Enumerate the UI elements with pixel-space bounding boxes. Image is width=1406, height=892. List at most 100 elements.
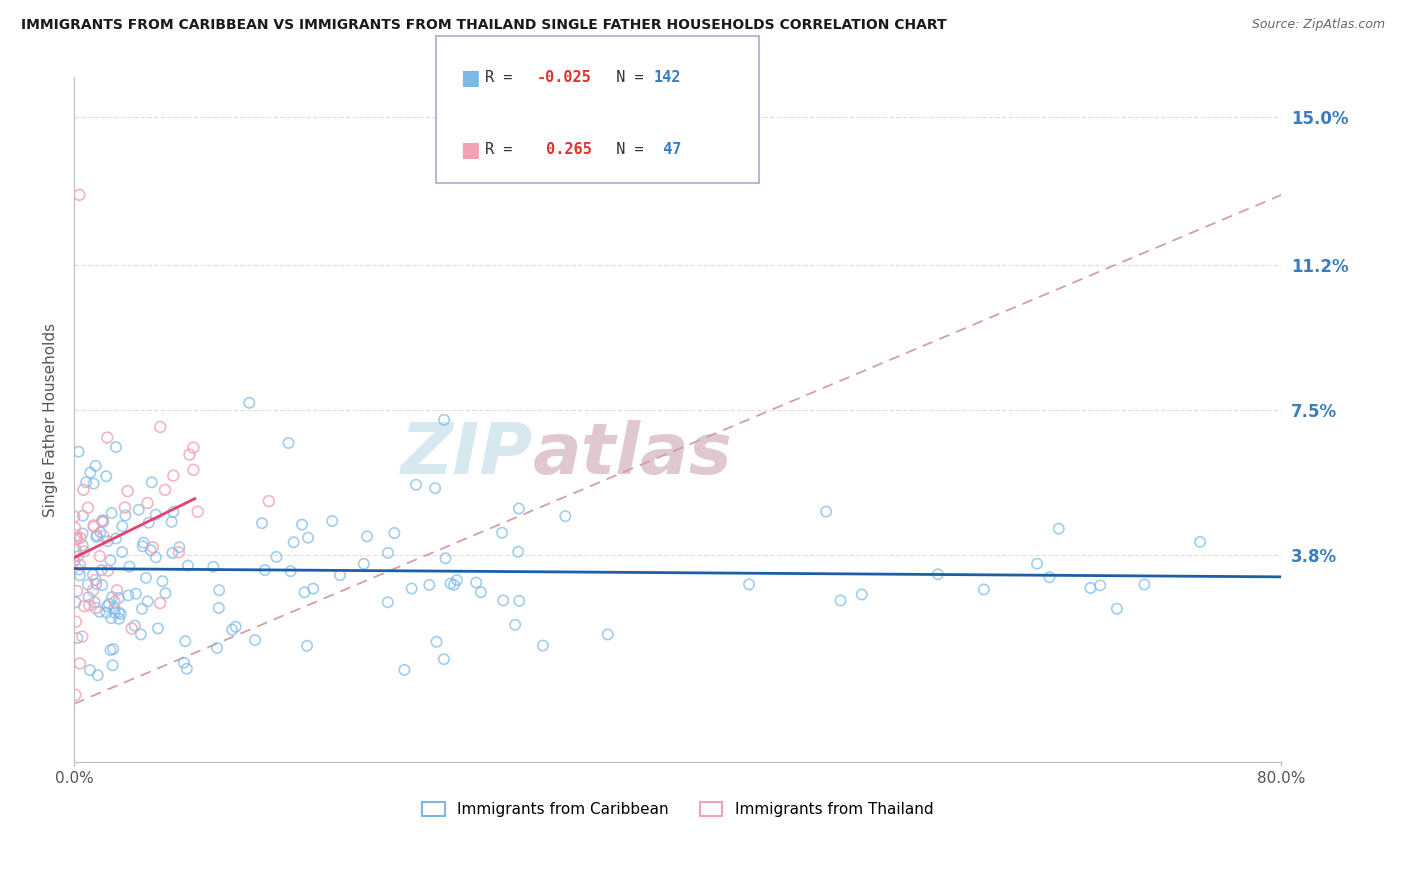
Point — [491, 525, 513, 540]
Point — [83, 476, 105, 491]
Point — [132, 535, 155, 549]
Point — [153, 483, 176, 497]
Point — [72, 538, 94, 552]
Point — [69, 657, 91, 671]
Point — [596, 627, 619, 641]
Text: atlas: atlas — [533, 420, 733, 489]
Point — [82, 583, 104, 598]
Point — [63, 509, 86, 524]
Point — [93, 529, 115, 543]
Text: R =: R = — [485, 70, 522, 85]
Point — [65, 688, 87, 702]
Point — [176, 662, 198, 676]
Point — [104, 440, 127, 454]
Point — [86, 577, 108, 591]
Point — [145, 550, 167, 565]
Point — [973, 582, 995, 597]
Point — [79, 663, 101, 677]
Point — [77, 500, 100, 515]
Point — [66, 531, 89, 545]
Point — [69, 558, 91, 572]
Point — [162, 505, 184, 519]
Point — [125, 587, 148, 601]
Point — [108, 591, 131, 605]
Point — [91, 514, 114, 528]
Point — [89, 549, 111, 564]
Legend: Immigrants from Caribbean, Immigrants from Thailand: Immigrants from Caribbean, Immigrants fr… — [416, 796, 939, 823]
Point — [177, 558, 200, 573]
Point — [508, 594, 530, 608]
Point — [69, 531, 91, 545]
Point — [295, 639, 318, 653]
Point — [97, 564, 120, 578]
Point — [66, 584, 89, 599]
Point — [72, 526, 94, 541]
Point — [114, 500, 136, 515]
Point — [1133, 577, 1156, 591]
Point — [149, 596, 172, 610]
Point — [111, 519, 134, 533]
Point — [146, 621, 169, 635]
Point — [83, 595, 105, 609]
Point — [91, 514, 114, 528]
Point — [508, 501, 530, 516]
Point — [111, 545, 134, 559]
Point — [283, 535, 305, 549]
Point — [508, 545, 530, 559]
Text: ZIP: ZIP — [401, 420, 533, 489]
Point — [110, 607, 132, 621]
Point — [105, 532, 128, 546]
Point — [86, 530, 108, 544]
Point — [67, 549, 90, 564]
Point — [377, 546, 399, 560]
Point — [503, 617, 526, 632]
Point — [851, 587, 873, 601]
Point — [394, 663, 416, 677]
Point — [554, 509, 576, 524]
Point — [225, 620, 247, 634]
Point — [1047, 522, 1070, 536]
Point — [136, 594, 159, 608]
Point — [179, 448, 201, 462]
Point — [89, 605, 111, 619]
Point — [221, 623, 243, 637]
Point — [84, 573, 107, 587]
Point — [77, 598, 100, 612]
Point — [1090, 578, 1112, 592]
Point — [145, 508, 167, 522]
Point — [297, 531, 319, 545]
Point — [100, 506, 122, 520]
Point — [1026, 557, 1049, 571]
Point — [63, 520, 86, 534]
Point — [75, 475, 97, 490]
Point — [174, 634, 197, 648]
Point — [183, 441, 205, 455]
Point — [96, 599, 118, 614]
Point — [83, 519, 105, 533]
Point — [208, 583, 231, 598]
Point — [356, 529, 378, 543]
Point — [72, 630, 94, 644]
Point — [162, 468, 184, 483]
Point — [103, 602, 125, 616]
Point — [117, 484, 139, 499]
Point — [84, 601, 107, 615]
Point — [65, 595, 87, 609]
Point — [1105, 601, 1128, 615]
Text: N =: N = — [598, 143, 652, 157]
Point — [66, 631, 89, 645]
Text: ■: ■ — [460, 68, 479, 87]
Point — [294, 585, 316, 599]
Point — [423, 481, 446, 495]
Point — [100, 611, 122, 625]
Point — [470, 585, 492, 599]
Point — [79, 466, 101, 480]
Point — [91, 515, 114, 529]
Text: R =: R = — [485, 143, 522, 157]
Point — [1038, 570, 1060, 584]
Point — [67, 562, 90, 576]
Point — [117, 588, 139, 602]
Point — [257, 494, 280, 508]
Text: N =: N = — [598, 70, 652, 85]
Point — [103, 595, 125, 609]
